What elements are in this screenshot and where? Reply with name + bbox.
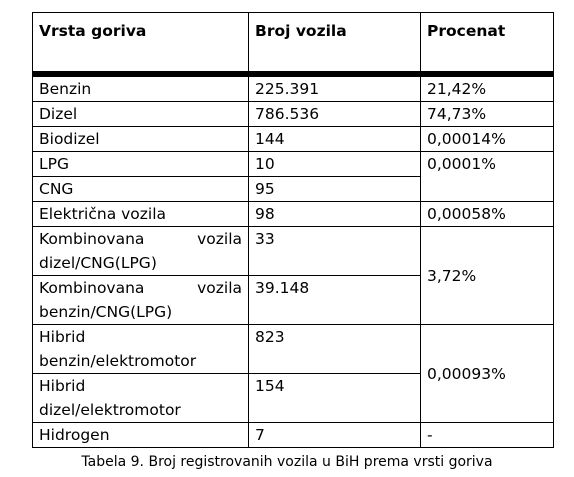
table-row: Hibrid dizel/elektromotor 154 [32,373,554,423]
fuel-type-line: dizel/elektromotor [39,401,181,419]
table-header-row: Vrsta goriva Broj vozila Procenat [32,12,554,75]
fuel-type-cell: Kombinovana vozila dizel/CNG(LPG) [32,226,249,276]
table-row: CNG 95 [32,176,554,202]
table-row: Električna vozila 98 0,00058% [32,201,554,227]
count-cell: 33 [248,226,421,276]
count-cell: 154 [248,373,421,423]
fuel-type-word: vozila [197,230,242,248]
count-cell: 10 [248,151,421,177]
fuel-type-cell: CNG [32,176,249,202]
fuel-type-line: benzin/CNG(LPG) [39,303,173,321]
count-cell: 95 [248,176,421,202]
fuel-type-line: Hibrid [39,377,86,395]
fuel-type-cell: Kombinovana vozila benzin/CNG(LPG) [32,275,249,325]
table-row: Biodizel 144 0,00014% [32,126,554,152]
percent-cell: 74,73% [420,101,554,127]
percent-cell: 0,00093% [420,324,554,423]
fuel-type-cell: Hibrid dizel/elektromotor [32,373,249,423]
count-cell: 98 [248,201,421,227]
count-cell: 39.148 [248,275,421,325]
table-row: Hidrogen 7 - [32,422,554,448]
table-row: Hibrid benzin/elektromotor 823 0,00093% [32,324,554,423]
fuel-type-word: vozila [197,279,242,297]
count-cell: 7 [248,422,421,448]
fuel-type-cell: Biodizel [32,126,249,152]
percent-cell: 0,0001% [420,151,554,202]
table-row: Kombinovana vozila benzin/CNG(LPG) 39.148 [32,275,554,325]
percent-cell: 3,72% [420,226,554,325]
fuel-type-word: Kombinovana [39,279,145,297]
header-fuel-type: Vrsta goriva [32,12,249,75]
fuel-type-cell: Dizel [32,101,249,127]
table-row: Benzin 225.391 21,42% [32,73,554,102]
table-row: Kombinovana vozila dizel/CNG(LPG) 33 3,72… [32,226,554,325]
header-percent: Procenat [420,12,554,75]
percent-cell: - [420,422,554,448]
fuel-type-line: dizel/CNG(LPG) [39,254,157,272]
fuel-type-cell: Hidrogen [32,422,249,448]
fuel-vehicles-table: Vrsta goriva Broj vozila Procenat Benzin… [32,12,554,448]
percent-cell: 0,00014% [420,126,554,152]
count-cell: 144 [248,126,421,152]
count-cell: 786.536 [248,101,421,127]
fuel-type-cell: LPG [32,151,249,177]
fuel-type-cell: Benzin [32,73,249,102]
table-row: Dizel 786.536 74,73% [32,101,554,127]
percent-cell: 0,00058% [420,201,554,227]
count-cell: 225.391 [248,73,421,102]
header-vehicle-count: Broj vozila [248,12,421,75]
table-row: LPG 10 0,0001% [32,151,554,202]
fuel-type-line: benzin/elektromotor [39,352,197,370]
percent-cell: 21,42% [420,73,554,102]
table-caption: Tabela 9. Broj registrovanih vozila u Bi… [81,454,493,470]
count-cell: 823 [248,324,421,374]
fuel-type-cell: Hibrid benzin/elektromotor [32,324,249,374]
fuel-type-word: Kombinovana [39,230,145,248]
fuel-type-cell: Električna vozila [32,201,249,227]
fuel-type-line: Hibrid [39,328,86,346]
